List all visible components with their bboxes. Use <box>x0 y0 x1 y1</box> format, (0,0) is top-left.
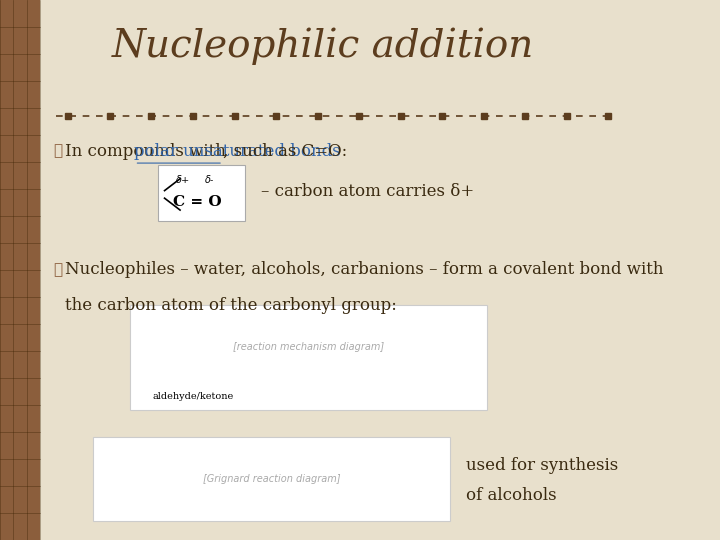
Text: ✘: ✘ <box>53 263 62 277</box>
Text: $\delta$+: $\delta$+ <box>175 173 190 185</box>
Text: C = O: C = O <box>173 195 221 210</box>
Text: [Grignard reaction diagram]: [Grignard reaction diagram] <box>203 474 341 484</box>
Text: ✘: ✘ <box>53 144 62 158</box>
Text: used for synthesis: used for synthesis <box>466 457 618 474</box>
Text: the carbon atom of the carbonyl group:: the carbon atom of the carbonyl group: <box>66 296 397 314</box>
Text: In compounds with: In compounds with <box>66 143 231 160</box>
Text: polar unsaturated bonds: polar unsaturated bonds <box>135 143 341 160</box>
Text: Nucleophilic addition: Nucleophilic addition <box>112 27 534 65</box>
Text: of alcohols: of alcohols <box>466 487 557 504</box>
FancyBboxPatch shape <box>0 0 40 540</box>
Text: $\delta$-: $\delta$- <box>204 173 215 185</box>
Text: , such as C=O:: , such as C=O: <box>223 143 347 160</box>
FancyBboxPatch shape <box>130 305 487 410</box>
Text: aldehyde/ketone: aldehyde/ketone <box>152 392 233 401</box>
Text: [reaction mechanism diagram]: [reaction mechanism diagram] <box>233 342 384 352</box>
FancyBboxPatch shape <box>93 437 450 521</box>
FancyBboxPatch shape <box>158 165 246 221</box>
Text: – carbon atom carries δ+: – carbon atom carries δ+ <box>261 183 474 200</box>
Text: Nucleophiles – water, alcohols, carbanions – form a covalent bond with: Nucleophiles – water, alcohols, carbanio… <box>66 261 664 279</box>
